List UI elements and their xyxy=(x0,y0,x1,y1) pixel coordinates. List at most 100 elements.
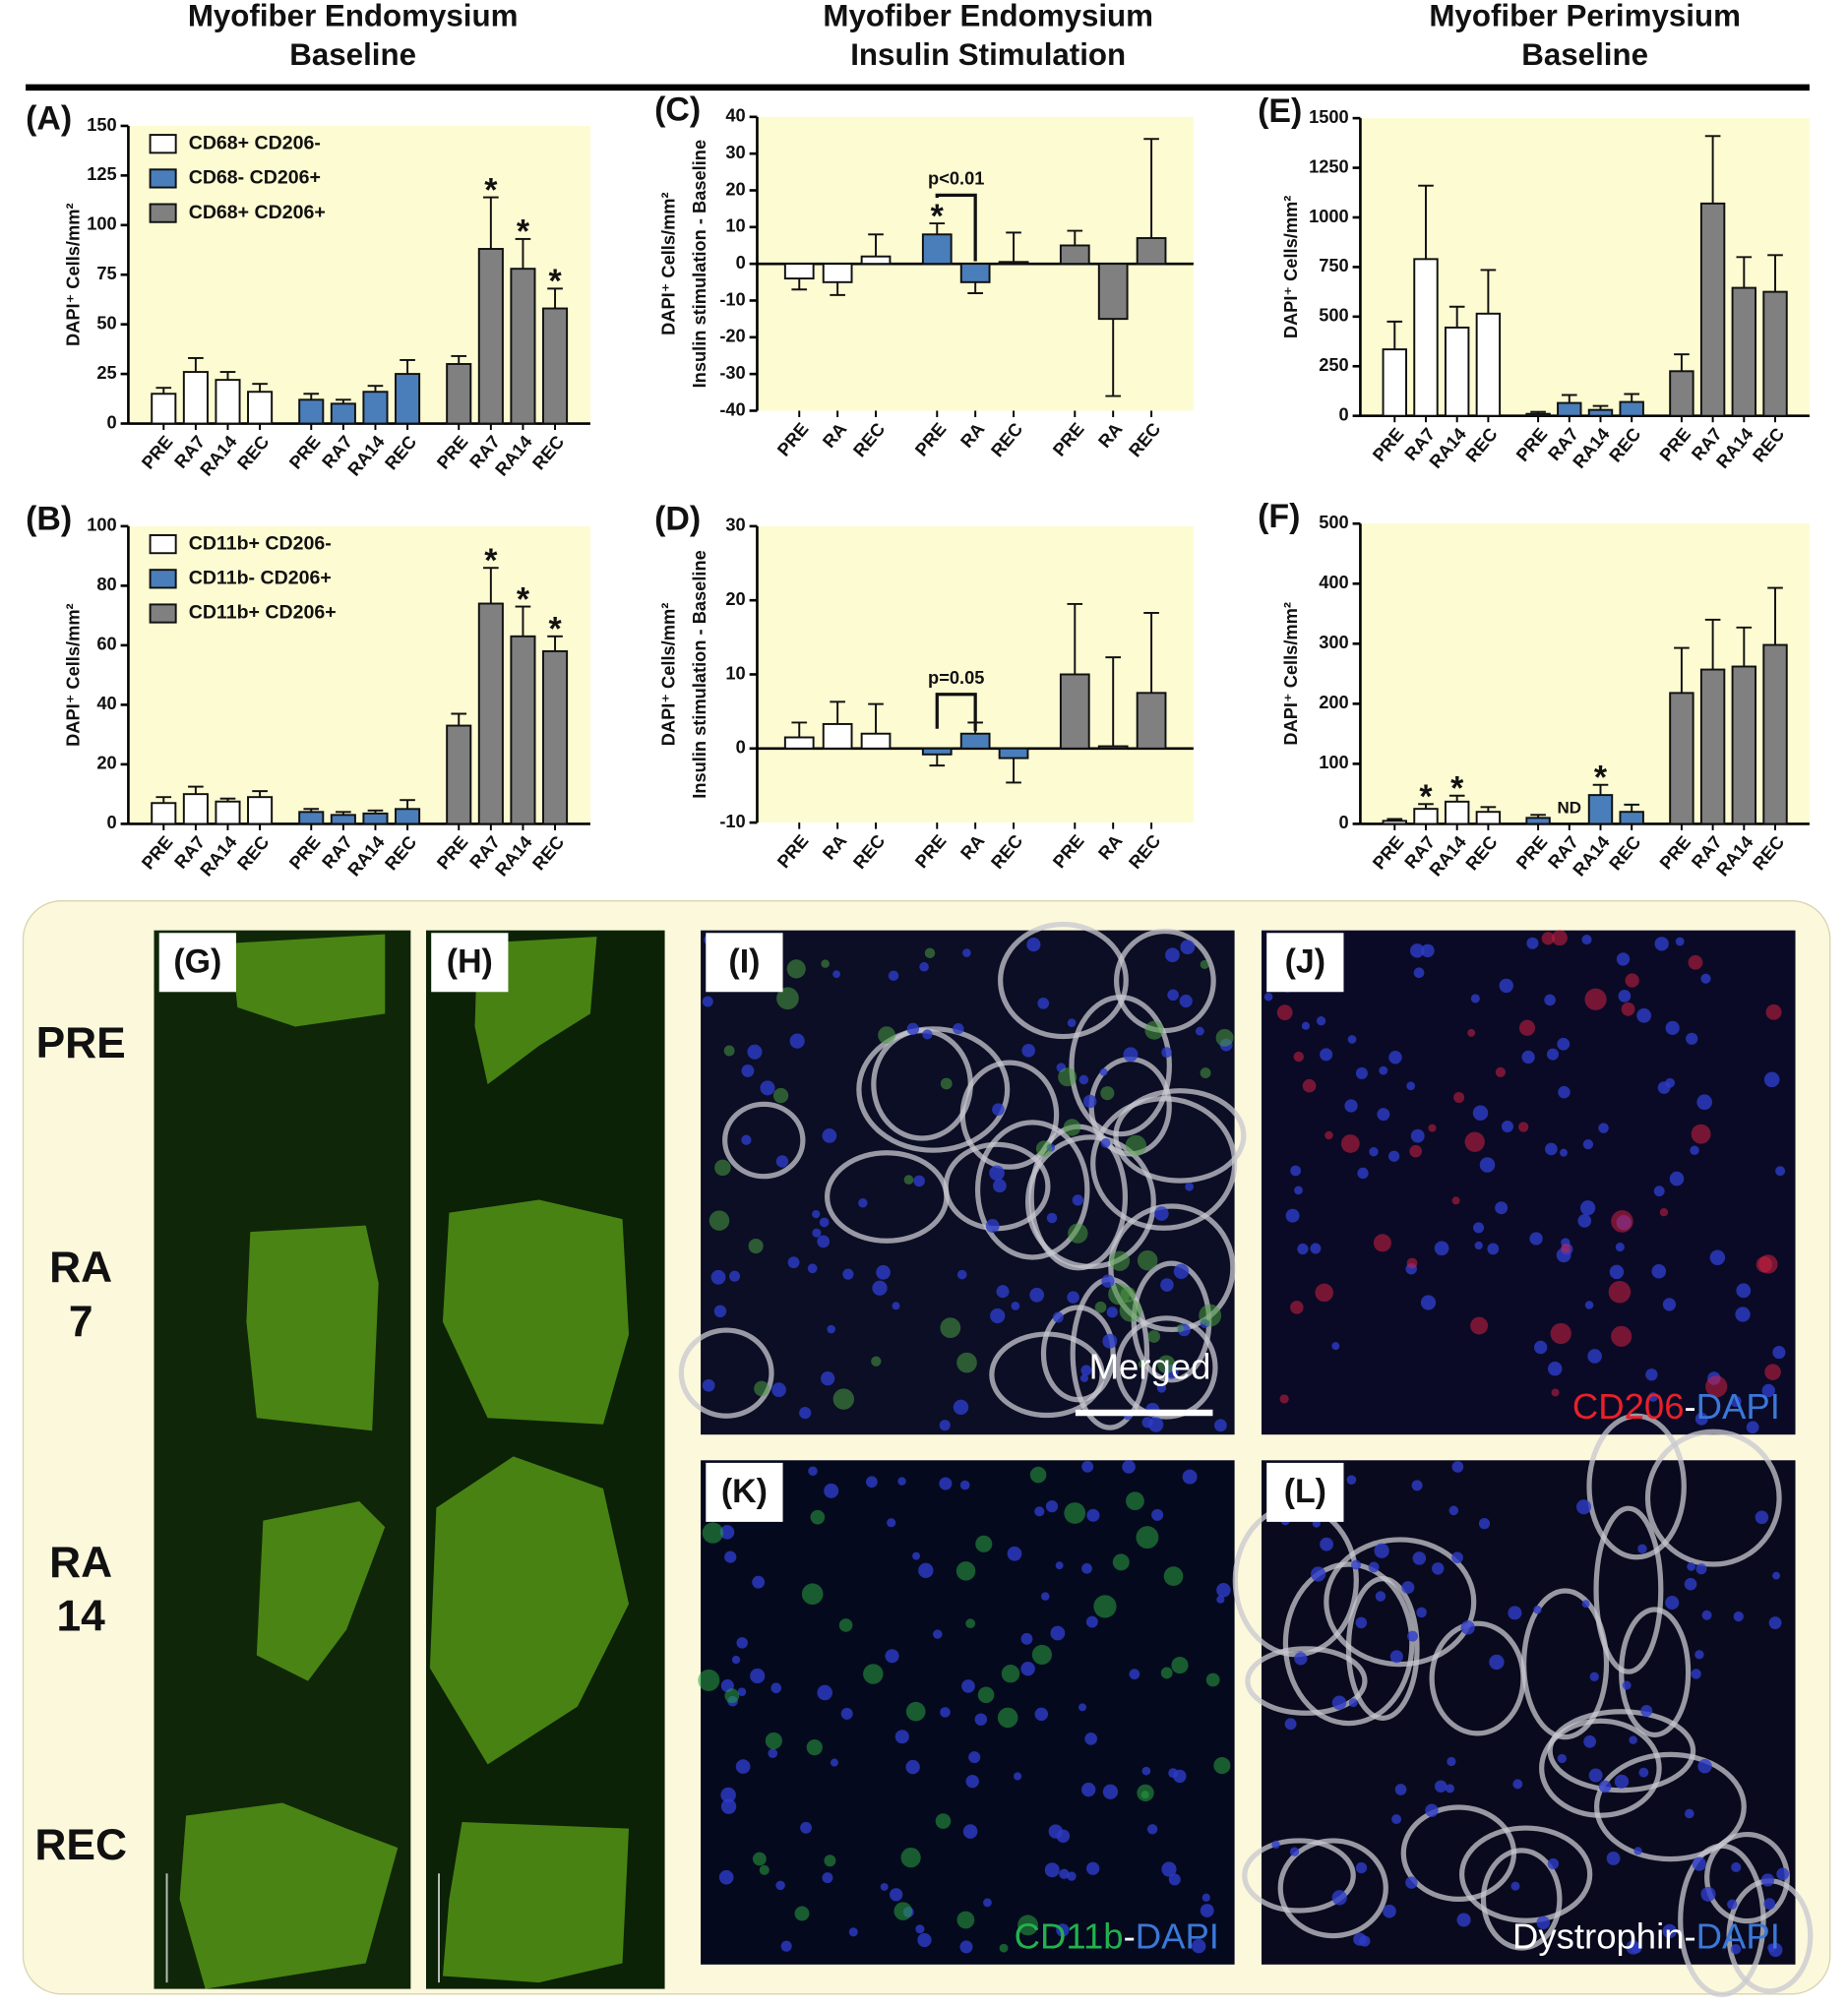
nucleus xyxy=(702,1378,715,1392)
nucleus xyxy=(1421,943,1435,958)
bar xyxy=(182,371,209,425)
error-bar xyxy=(1561,394,1577,403)
stain xyxy=(1550,1322,1571,1345)
fiber xyxy=(998,921,1129,1040)
nucleus xyxy=(885,1649,899,1664)
nucleus xyxy=(1344,1099,1358,1113)
nucleus xyxy=(1375,1591,1386,1602)
nucleus xyxy=(1730,1943,1742,1955)
stain xyxy=(821,959,830,968)
x-tick-label: PRE xyxy=(772,830,812,872)
nucleus xyxy=(702,996,713,1007)
nucleus xyxy=(1191,1938,1206,1954)
stain xyxy=(752,1852,767,1866)
row-label: RA xyxy=(49,1244,112,1292)
stain xyxy=(1551,1388,1560,1397)
stain xyxy=(1470,1316,1489,1335)
nucleus xyxy=(961,1679,975,1693)
nucleus xyxy=(1353,1932,1367,1946)
fiber xyxy=(1619,1607,1692,1738)
nucleus xyxy=(1622,1680,1632,1690)
nucleus xyxy=(1056,1829,1071,1844)
error-bar xyxy=(967,281,983,294)
stain xyxy=(955,1561,976,1581)
nucleus xyxy=(1173,1769,1187,1784)
bracket xyxy=(935,693,977,732)
panel-label: (B) xyxy=(26,501,72,538)
nucleus xyxy=(1665,1596,1680,1611)
stain xyxy=(1093,1595,1117,1618)
nucleus xyxy=(1357,1167,1369,1180)
nucleus xyxy=(1410,943,1425,958)
stain xyxy=(940,1077,953,1090)
nucleus xyxy=(1456,1913,1471,1927)
panel-label: (E) xyxy=(1258,92,1302,130)
nucleus xyxy=(1014,1772,1022,1781)
nucleus xyxy=(1123,1047,1139,1063)
nucleus xyxy=(1733,1611,1744,1622)
nucleus xyxy=(1122,1460,1136,1474)
nucleus xyxy=(1616,952,1631,966)
stain xyxy=(698,1669,720,1691)
nucleus xyxy=(1331,1890,1347,1906)
nucleus xyxy=(1653,1186,1665,1197)
nucleus xyxy=(830,1758,838,1767)
nucleus xyxy=(1648,1392,1658,1402)
y-tick-label: 150 xyxy=(87,114,116,135)
nucleus xyxy=(1582,1138,1594,1150)
bar xyxy=(298,811,325,825)
nucleus xyxy=(905,1759,920,1775)
stain xyxy=(1315,1283,1333,1303)
nucleus xyxy=(1731,1861,1742,1872)
bar xyxy=(998,747,1029,760)
bar xyxy=(959,263,991,283)
nucleus xyxy=(1106,1307,1118,1318)
nucleus xyxy=(1168,1873,1181,1886)
x-tick-label: REC xyxy=(1125,418,1165,460)
panel-label: (C) xyxy=(654,91,701,129)
stain xyxy=(1136,1526,1159,1550)
error-bar xyxy=(1767,586,1783,645)
stain xyxy=(765,1732,782,1749)
stain xyxy=(1464,1131,1485,1152)
fiber xyxy=(1586,1413,1687,1560)
panel-label-bg xyxy=(158,933,236,993)
nucleus xyxy=(1533,1606,1542,1614)
nucleus xyxy=(812,1228,822,1238)
fiber xyxy=(1282,1561,1415,1727)
stain xyxy=(1058,1067,1078,1087)
nucleus xyxy=(771,1382,786,1398)
nucleus xyxy=(1478,1518,1491,1530)
y-tick-label: 0 xyxy=(1339,812,1349,832)
error-bar xyxy=(219,371,236,381)
error-bar xyxy=(1592,404,1609,410)
x-tick-label: PRE xyxy=(910,830,950,872)
column-header: Myofiber Endomysium xyxy=(823,0,1153,33)
panel-label: (D) xyxy=(654,501,701,538)
error-bar xyxy=(367,385,384,393)
nucleus xyxy=(1761,1383,1775,1398)
error-bar xyxy=(1386,320,1403,350)
nucleus xyxy=(1636,1007,1652,1023)
nucleus xyxy=(1406,1081,1416,1091)
nucleus xyxy=(1768,1942,1783,1958)
error-bar xyxy=(1386,818,1403,821)
error-bar xyxy=(1624,393,1640,402)
stain xyxy=(1029,1466,1047,1484)
x-tick-label: RA14 xyxy=(196,431,242,480)
nucleus xyxy=(1086,1861,1100,1875)
bar xyxy=(330,402,356,425)
nucleus xyxy=(1294,1652,1308,1666)
nucleus xyxy=(1301,1021,1311,1030)
legend-label: CD11b+ CD206- xyxy=(189,532,332,554)
bar xyxy=(298,398,325,425)
stain xyxy=(905,1701,926,1722)
stain xyxy=(1112,1553,1130,1571)
stain xyxy=(832,1388,855,1410)
y-tick-label: 100 xyxy=(87,515,116,535)
nucleus xyxy=(1263,992,1273,1002)
nucleus xyxy=(1470,994,1480,1004)
y-tick-label: 0 xyxy=(107,812,117,832)
y-tick-label: 10 xyxy=(725,215,745,236)
stain xyxy=(1119,1299,1142,1322)
